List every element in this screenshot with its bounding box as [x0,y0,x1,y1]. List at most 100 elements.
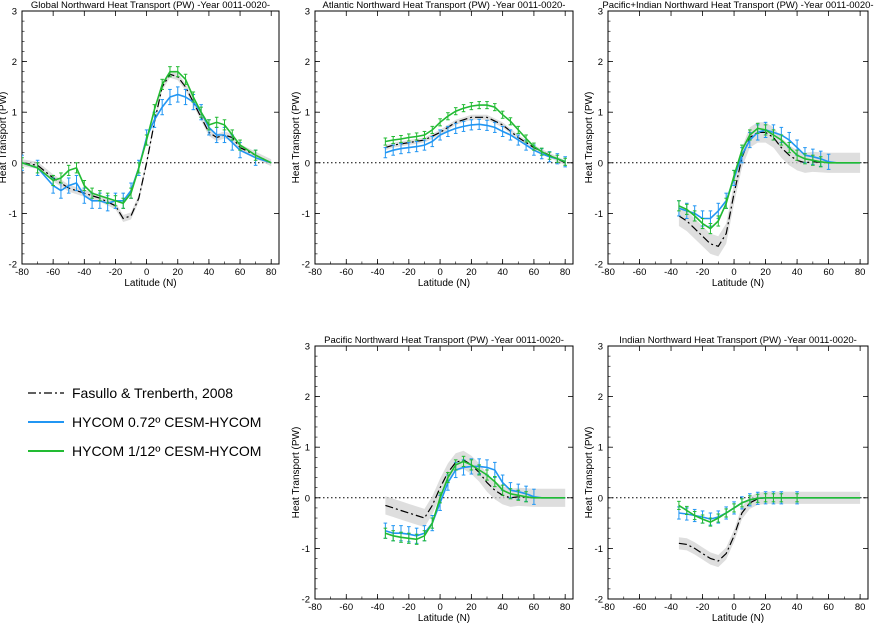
y-tick-label: -2 [302,260,310,271]
x-tick-label: -20 [402,602,416,613]
x-axis-label: Latitude (N) [418,613,470,624]
x-tick-label: 60 [823,267,834,278]
series-fasullo-band [678,491,861,568]
y-tick-label: 2 [598,392,603,403]
plot-area [315,450,573,545]
legend-item-hycom-072: HYCOM 0.72º CESM-HYCOM [28,414,261,430]
y-tick-label: 0 [305,158,310,169]
plot-frame [607,345,869,600]
legend-item-fasullo: Fasullo & Trenberth, 2008 [28,385,233,401]
y-tick-label: 0 [305,493,310,504]
chart-title: Pacific+Indian Northward Heat Transport … [602,0,873,11]
x-tick-label: -40 [371,267,385,278]
x-tick-label: 0 [437,267,442,278]
panel-indian: Indian Northward Heat Transport (PW) -Ye… [584,335,869,624]
x-tick-label: 0 [144,267,149,278]
y-tick-label: 2 [598,57,603,68]
x-tick-label: 40 [497,267,508,278]
x-tick-label: -40 [371,602,385,613]
y-tick-label: -2 [302,595,310,606]
x-axis-label: Latitude (N) [418,278,470,289]
y-tick-label: 3 [12,7,17,18]
series-fasullo-line [22,73,272,220]
x-tick-label: 0 [437,602,442,613]
x-tick-label: 60 [235,267,246,278]
x-tick-label: 80 [560,602,571,613]
x-tick-label: -80 [308,267,322,278]
panel-atlantic: Atlantic Northward Heat Transport (PW) -… [291,0,574,289]
y-tick-label: 1 [305,443,310,454]
y-tick-label: 3 [305,342,310,353]
y-tick-label: -1 [302,544,310,555]
x-tick-label: -60 [339,267,353,278]
x-tick-label: -20 [696,267,710,278]
series-fasullo-band [678,122,861,257]
y-tick-label: 1 [305,108,310,119]
x-tick-label: -80 [601,602,615,613]
chart-title: Atlantic Northward Heat Transport (PW) -… [323,0,566,11]
x-tick-label: -60 [339,602,353,613]
legend-item-hycom-112: HYCOM 1/12º CESM-HYCOM [28,443,261,459]
legend-label-hycom-072: HYCOM 0.72º CESM-HYCOM [72,414,261,430]
panel-pacific-indian: Pacific+Indian Northward Heat Transport … [584,0,874,289]
x-axis-label: Latitude (N) [712,278,764,289]
x-tick-label: 0 [731,267,736,278]
x-tick-label: 20 [760,602,771,613]
y-tick-label: 1 [598,443,603,454]
x-tick-label: 0 [731,602,736,613]
x-tick-label: -40 [77,267,91,278]
x-tick-label: -80 [308,602,322,613]
y-tick-label: 1 [598,108,603,119]
series-fasullo-band [22,70,272,222]
x-axis-label: Latitude (N) [124,278,176,289]
y-axis-label: Heat Transport (PW) [584,427,595,519]
y-tick-label: 0 [598,158,603,169]
plot-area [315,101,573,168]
x-tick-label: 20 [466,602,477,613]
panel-pacific: Pacific Northward Heat Transport (PW) -Y… [291,335,574,624]
x-tick-label: 20 [466,267,477,278]
plot-frame [607,10,869,265]
x-tick-label: 20 [172,267,183,278]
x-tick-label: 80 [266,267,277,278]
y-tick-label: 3 [305,7,310,18]
x-tick-label: -20 [109,267,123,278]
plot-frame [21,10,280,265]
series-fasullo-line [678,131,861,248]
x-tick-label: -40 [664,602,678,613]
y-tick-label: -2 [595,260,603,271]
y-tick-label: 2 [12,57,17,68]
y-tick-label: -1 [302,209,310,220]
y-tick-label: -1 [9,209,17,220]
legend: Fasullo & Trenberth, 2008 HYCOM 0.72º CE… [28,385,261,459]
x-tick-label: -20 [402,267,416,278]
legend-label-hycom-112: HYCOM 1/12º CESM-HYCOM [72,443,261,459]
y-tick-label: 3 [598,342,603,353]
plot-frame [314,10,574,265]
series-hycom-112-line [385,104,566,163]
y-tick-label: -2 [9,260,17,271]
x-tick-label: -20 [696,602,710,613]
x-tick-label: 40 [792,267,803,278]
x-tick-label: 40 [497,602,508,613]
series-fasullo-band [385,114,566,166]
x-tick-label: 60 [529,267,540,278]
x-tick-label: 80 [560,267,571,278]
y-tick-label: -1 [595,209,603,220]
plot-area [608,491,868,568]
series-fasullo-band [385,450,566,528]
y-axis-label: Heat Transport (PW) [291,427,302,519]
y-tick-label: 3 [598,7,603,18]
x-tick-label: 40 [792,602,803,613]
y-tick-label: 2 [305,392,310,403]
y-axis-label: Heat Transport (PW) [0,92,9,184]
series-hycom-072-line [22,93,272,205]
x-tick-label: 60 [529,602,540,613]
plot-frame [314,345,574,600]
chart-title: Indian Northward Heat Transport (PW) -Ye… [619,335,857,346]
x-axis-label: Latitude (N) [712,613,764,624]
chart-title: Global Northward Heat Transport (PW) -Ye… [31,0,270,11]
x-tick-label: -80 [601,267,615,278]
